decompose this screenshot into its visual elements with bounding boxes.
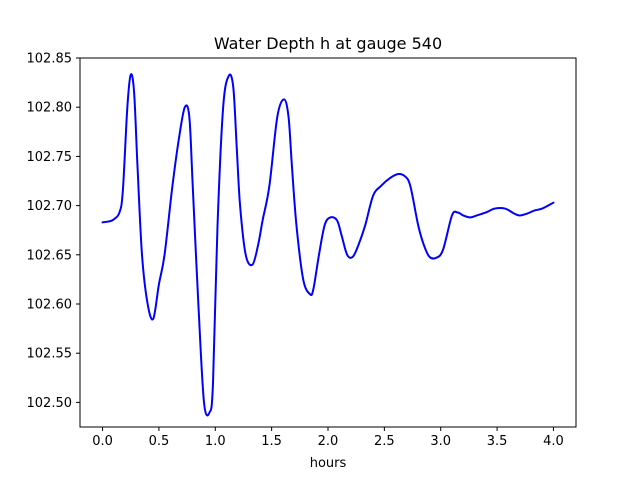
x-tick-label: 2.0 (318, 434, 339, 449)
y-tick-label: 102.50 (27, 396, 73, 411)
x-tick-label: 0.0 (92, 434, 113, 449)
x-tick-label: 1.5 (261, 434, 282, 449)
y-tick-label: 102.85 (27, 52, 73, 67)
y-axis: 102.50 102.55 102.60 102.65 102.70 102.75 102.… (27, 52, 80, 411)
y-tick-label: 102.60 (27, 298, 73, 313)
x-axis: 0.0 0.5 1.0 1.5 2.0 2.5 3.0 3.5 4.0 (92, 427, 564, 449)
x-tick-label: 3.0 (430, 434, 451, 449)
x-tick-label: 4.0 (543, 434, 564, 449)
x-tick-label: 2.5 (374, 434, 395, 449)
chart-title: Water Depth h at gauge 540 (214, 34, 442, 53)
x-tick-label: 1.0 (205, 434, 226, 449)
x-tick-label: 0.5 (149, 434, 170, 449)
x-axis-label: hours (310, 456, 347, 471)
plot-area (80, 58, 576, 427)
y-tick-label: 102.80 (27, 101, 73, 116)
series-line (101, 73, 555, 417)
x-tick-label: 3.5 (487, 434, 508, 449)
y-tick-label: 102.55 (27, 347, 73, 362)
y-tick-label: 102.75 (27, 150, 73, 165)
y-tick-label: 102.70 (27, 199, 73, 214)
y-tick-label: 102.65 (27, 248, 73, 263)
